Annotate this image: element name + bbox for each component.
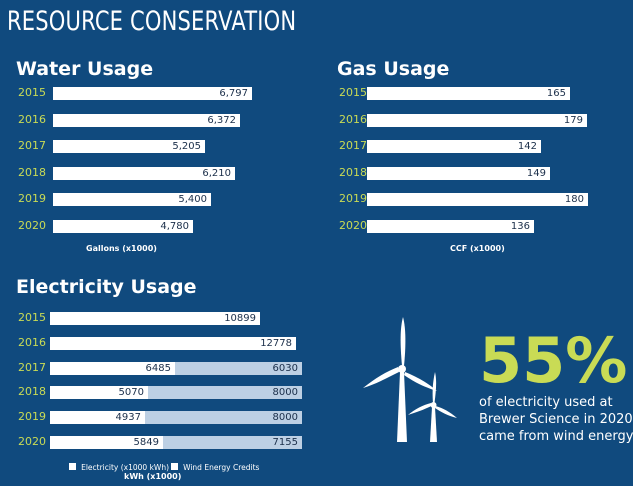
gas-value-label: 165 [546,88,566,99]
legend-label-electricity: Electricity (x1000 kWh) [81,463,170,472]
gas-year-label: 2020 [339,218,367,232]
gas-bar: 136 [367,219,534,233]
water-value-label: 5,205 [172,141,201,152]
water-bar: 6,372 [53,113,240,127]
water-year-label: 2015 [18,86,46,99]
electricity-value-label: 4937 [115,412,141,423]
water-year-label: 2019 [18,192,46,205]
electricity-bar: 6485 [50,362,175,375]
water-year-label: 2018 [18,165,46,179]
gas-bar: 179 [367,113,587,127]
water-year-label: 2016 [18,112,46,126]
electricity-value-label: 5849 [133,437,159,448]
gas-value-label: 149 [526,167,546,179]
electricity-year-label: 2019 [18,410,46,423]
water-bar: 5,205 [53,140,205,153]
gas-value-label: 180 [564,194,584,205]
electricity-value-label: 12778 [260,338,292,349]
electricity-year-label: 2015 [18,311,46,324]
water-bar: 4,780 [53,219,193,233]
electricity-year-label: 2017 [18,361,46,374]
legend-item-electricity: Electricity (x1000 kWh) [69,455,169,474]
wind-credit-bar: 7155 [163,436,302,449]
electricity-unit-label: kWh (x1000) [124,472,182,481]
gas-chart-title: Gas Usage [337,58,450,80]
wind-credit-value-label: 8000 [272,387,298,398]
electricity-value-label: 6485 [145,363,171,374]
electricity-bar: 5849 [50,436,163,449]
page-title: RESOURCE CONSERVATION [7,6,297,37]
gas-year-label: 2016 [339,112,367,126]
wind-credit-value-label: 6030 [272,363,298,374]
wind-credit-value-label: 8000 [272,412,298,423]
wind-credit-value-label: 7155 [272,437,298,448]
electricity-bar: 5070 [50,386,148,399]
legend-swatch-electricity [69,463,76,470]
legend-label-wind: Wind Energy Credits [183,463,260,472]
gas-year-label: 2017 [339,139,367,152]
electricity-year-label: 2016 [18,336,46,349]
electricity-value-label: 5070 [118,387,144,398]
gas-value-label: 179 [563,114,583,126]
electricity-value-label: 10899 [224,313,256,324]
electricity-year-label: 2018 [18,385,46,398]
water-value-label: 5,400 [178,194,207,205]
water-bar: 5,400 [53,193,211,206]
stat-line-2: Brewer Science in 2020 [479,412,633,427]
stat-line-1: of electricity used at [479,395,613,410]
gas-unit-label: CCF (x1000) [450,244,505,253]
gas-year-label: 2018 [339,165,367,179]
gas-year-label: 2019 [339,192,367,205]
water-unit-label: Gallons (x1000) [86,244,157,253]
gas-year-label: 2015 [339,86,367,99]
water-value-label: 4,780 [160,220,189,232]
gas-value-label: 142 [517,141,537,152]
electricity-bar: 4937 [50,411,145,424]
stat-percent: 55% [479,324,628,397]
stat-line-3: came from wind energy [479,429,633,444]
wind-credit-bar: 8000 [145,411,302,424]
legend-swatch-wind [171,463,178,470]
water-year-label: 2020 [18,218,46,232]
electricity-chart-title: Electricity Usage [16,276,197,298]
water-bar: 6,210 [53,166,235,180]
water-bar: 6,797 [53,87,252,100]
water-year-label: 2017 [18,139,46,152]
gas-value-label: 136 [510,220,530,232]
gas-bar: 149 [367,166,550,180]
gas-bar: 165 [367,87,570,100]
water-value-label: 6,210 [202,167,231,179]
gas-bar: 142 [367,140,541,153]
wind-turbine-icon [363,317,457,442]
wind-credit-bar: 8000 [148,386,302,399]
electricity-bar: 12778 [50,337,296,350]
water-value-label: 6,372 [207,114,236,126]
legend-item-wind: Wind Energy Credits [171,455,259,474]
wind-credit-bar: 6030 [175,362,302,375]
water-chart-title: Water Usage [16,58,154,80]
electricity-bar: 10899 [50,312,260,325]
electricity-year-label: 2020 [18,435,46,448]
water-value-label: 6,797 [219,88,248,99]
gas-bar: 180 [367,193,588,206]
